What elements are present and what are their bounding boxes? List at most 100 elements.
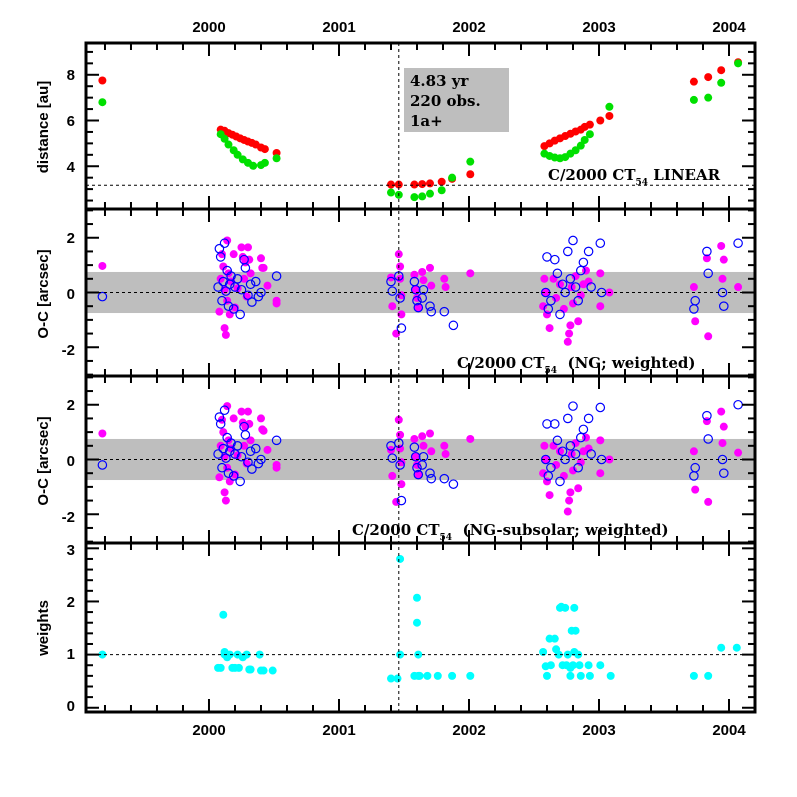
data-point	[437, 177, 446, 186]
data-point	[542, 477, 551, 486]
data-point	[220, 324, 229, 333]
data-point-open	[395, 293, 405, 303]
data-point-open	[733, 399, 743, 410]
data-point-open	[595, 402, 606, 413]
data-point	[585, 130, 594, 139]
data-point	[441, 283, 450, 292]
data-point-open	[703, 268, 713, 279]
data-point-open	[565, 441, 576, 451]
panel-label-main: C/2000 CT	[457, 354, 545, 372]
data-point	[704, 497, 713, 506]
data-point	[466, 671, 475, 680]
data-point	[566, 671, 575, 680]
data-point	[272, 299, 281, 308]
data-point	[596, 269, 605, 278]
data-point	[386, 188, 395, 197]
data-point-open	[387, 453, 398, 463]
data-point	[425, 189, 434, 198]
data-point	[221, 496, 230, 505]
y-axis-title: distance [au]	[35, 81, 52, 174]
data-point	[718, 274, 727, 283]
data-point	[717, 407, 726, 416]
data-point	[563, 337, 572, 346]
y-tick-label: -2	[62, 342, 75, 359]
data-point-open	[228, 304, 239, 314]
data-point	[719, 422, 728, 431]
data-point	[411, 452, 420, 461]
data-point	[702, 254, 711, 263]
data-point	[425, 263, 434, 272]
data-point	[246, 436, 255, 445]
data-point-open	[219, 238, 230, 249]
ticks-layer	[86, 43, 756, 712]
data-point-open	[570, 282, 581, 292]
data-point	[410, 193, 419, 202]
data-point	[689, 283, 698, 292]
data-point	[388, 471, 397, 480]
data-point-open	[568, 401, 578, 411]
data-point-open	[236, 451, 247, 462]
data-point-open	[702, 246, 712, 257]
data-point	[596, 436, 605, 445]
x-tick-label-top: 2003	[582, 19, 615, 36]
data-point	[605, 111, 614, 120]
data-point	[272, 463, 281, 472]
data-point-open	[97, 460, 108, 470]
data-point	[419, 276, 428, 285]
data-point-open	[396, 323, 407, 333]
x-tick-label-bottom: 2001	[322, 722, 355, 739]
panel-label-sub: 54	[545, 366, 558, 376]
data-point-open	[232, 274, 243, 284]
x-tick-label-bottom: 2003	[582, 722, 615, 739]
data-point	[540, 274, 549, 283]
data-point-open	[690, 462, 700, 473]
data-point	[448, 173, 457, 182]
y-tick-label: 0	[67, 698, 75, 715]
y-tick-label: -2	[62, 509, 75, 526]
data-point	[732, 643, 741, 652]
data-point	[585, 671, 594, 680]
y-tick-label: 3	[67, 542, 75, 559]
panel-label-sub: 54	[440, 533, 453, 543]
data-point-open	[219, 405, 230, 416]
data-point-open	[240, 430, 251, 440]
data-point	[410, 434, 419, 443]
data-point	[571, 146, 580, 155]
data-point	[243, 243, 252, 252]
data-point	[576, 671, 585, 680]
data-point	[234, 663, 243, 672]
data-point	[393, 674, 402, 683]
data-point	[229, 414, 238, 423]
data-point	[466, 170, 475, 179]
data-point-open	[386, 276, 396, 287]
data-point-open	[218, 276, 229, 287]
data-point	[568, 466, 577, 475]
data-point	[414, 470, 423, 479]
data-point	[98, 429, 107, 438]
data-point	[563, 507, 572, 516]
data-point	[246, 269, 255, 278]
data-point	[555, 447, 564, 456]
data-point	[568, 299, 577, 308]
data-point	[223, 402, 232, 411]
data-point-open	[542, 419, 552, 429]
data-point-open	[217, 295, 227, 306]
data-point	[433, 671, 442, 680]
data-point-open	[418, 284, 429, 295]
data-point-open	[562, 413, 573, 424]
data-point	[412, 593, 421, 602]
data-point-open	[595, 238, 606, 249]
data-point-open	[578, 257, 589, 268]
data-point	[574, 317, 583, 326]
data-point	[689, 95, 698, 104]
data-point-open	[413, 302, 424, 313]
data-point-open	[733, 238, 743, 249]
data-point-open	[583, 413, 594, 424]
data-point	[541, 455, 550, 464]
data-point	[386, 180, 395, 189]
data-point	[717, 78, 726, 87]
data-point	[576, 291, 585, 300]
data-point	[718, 439, 727, 448]
data-point-open	[718, 468, 729, 478]
